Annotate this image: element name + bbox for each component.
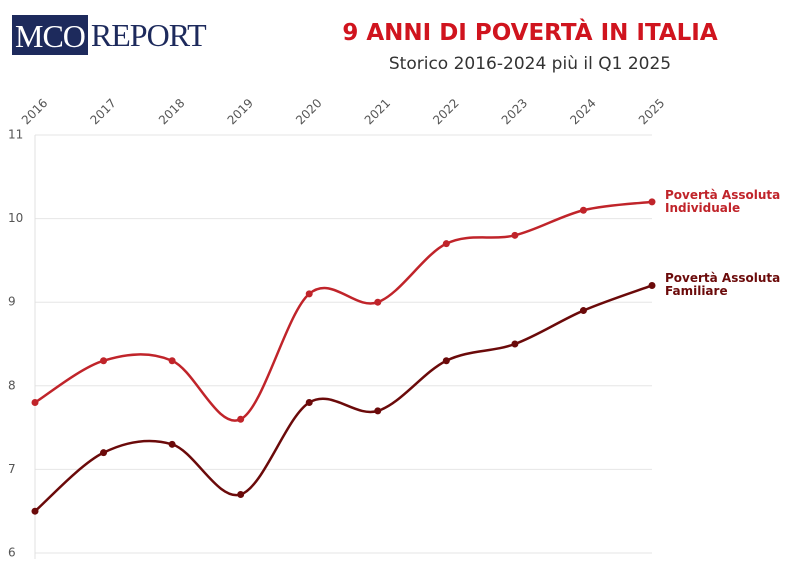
- x-tick-label: 2019: [225, 96, 256, 127]
- x-tick-label: 2024: [567, 96, 598, 127]
- x-tick-label: 2021: [362, 96, 393, 127]
- x-tick-label: 2023: [499, 96, 530, 127]
- point: [579, 206, 587, 214]
- y-tick-label: 11: [8, 128, 23, 142]
- point: [168, 440, 176, 448]
- x-tick-label: 2017: [87, 96, 118, 127]
- point: [100, 357, 108, 365]
- y-tick-label: 6: [8, 546, 16, 560]
- chart-title: 9 ANNI DI POVERTÀ IN ITALIA: [342, 20, 718, 46]
- y-tick-label: 9: [8, 295, 16, 309]
- point: [237, 415, 245, 423]
- line: [34, 284, 653, 513]
- point: [31, 399, 39, 407]
- point: [31, 507, 39, 515]
- point: [305, 290, 313, 298]
- x-tick-label: 2016: [19, 96, 50, 127]
- point: [100, 449, 108, 457]
- series-label: Povertà Assoluta Individuale: [665, 187, 781, 215]
- logo-right: REPORT: [90, 16, 207, 53]
- series-label: Povertà Assoluta Familiare: [665, 271, 781, 299]
- line: [34, 200, 653, 422]
- x-tick-label: 2022: [430, 96, 461, 127]
- point: [442, 357, 450, 365]
- y-tick-label: 7: [8, 462, 16, 476]
- logo-left: MCO: [12, 15, 88, 55]
- point: [511, 340, 519, 348]
- point: [579, 307, 587, 315]
- x-tick-label: 2025: [636, 96, 667, 127]
- point: [237, 490, 245, 498]
- point: [374, 298, 382, 306]
- point: [648, 198, 656, 206]
- x-tick-label: 2018: [156, 96, 187, 127]
- y-tick-label: 8: [8, 378, 16, 392]
- point: [442, 240, 450, 248]
- chart-subtitle: Storico 2016-2024 più il Q1 2025: [388, 54, 672, 74]
- point: [374, 407, 382, 415]
- point: [511, 231, 519, 239]
- point: [168, 357, 176, 365]
- y-tick-label: 10: [8, 211, 23, 225]
- point: [648, 281, 656, 289]
- point: [305, 399, 313, 407]
- x-tick-label: 2020: [293, 96, 324, 127]
- logo: MCO REPORT: [12, 15, 207, 55]
